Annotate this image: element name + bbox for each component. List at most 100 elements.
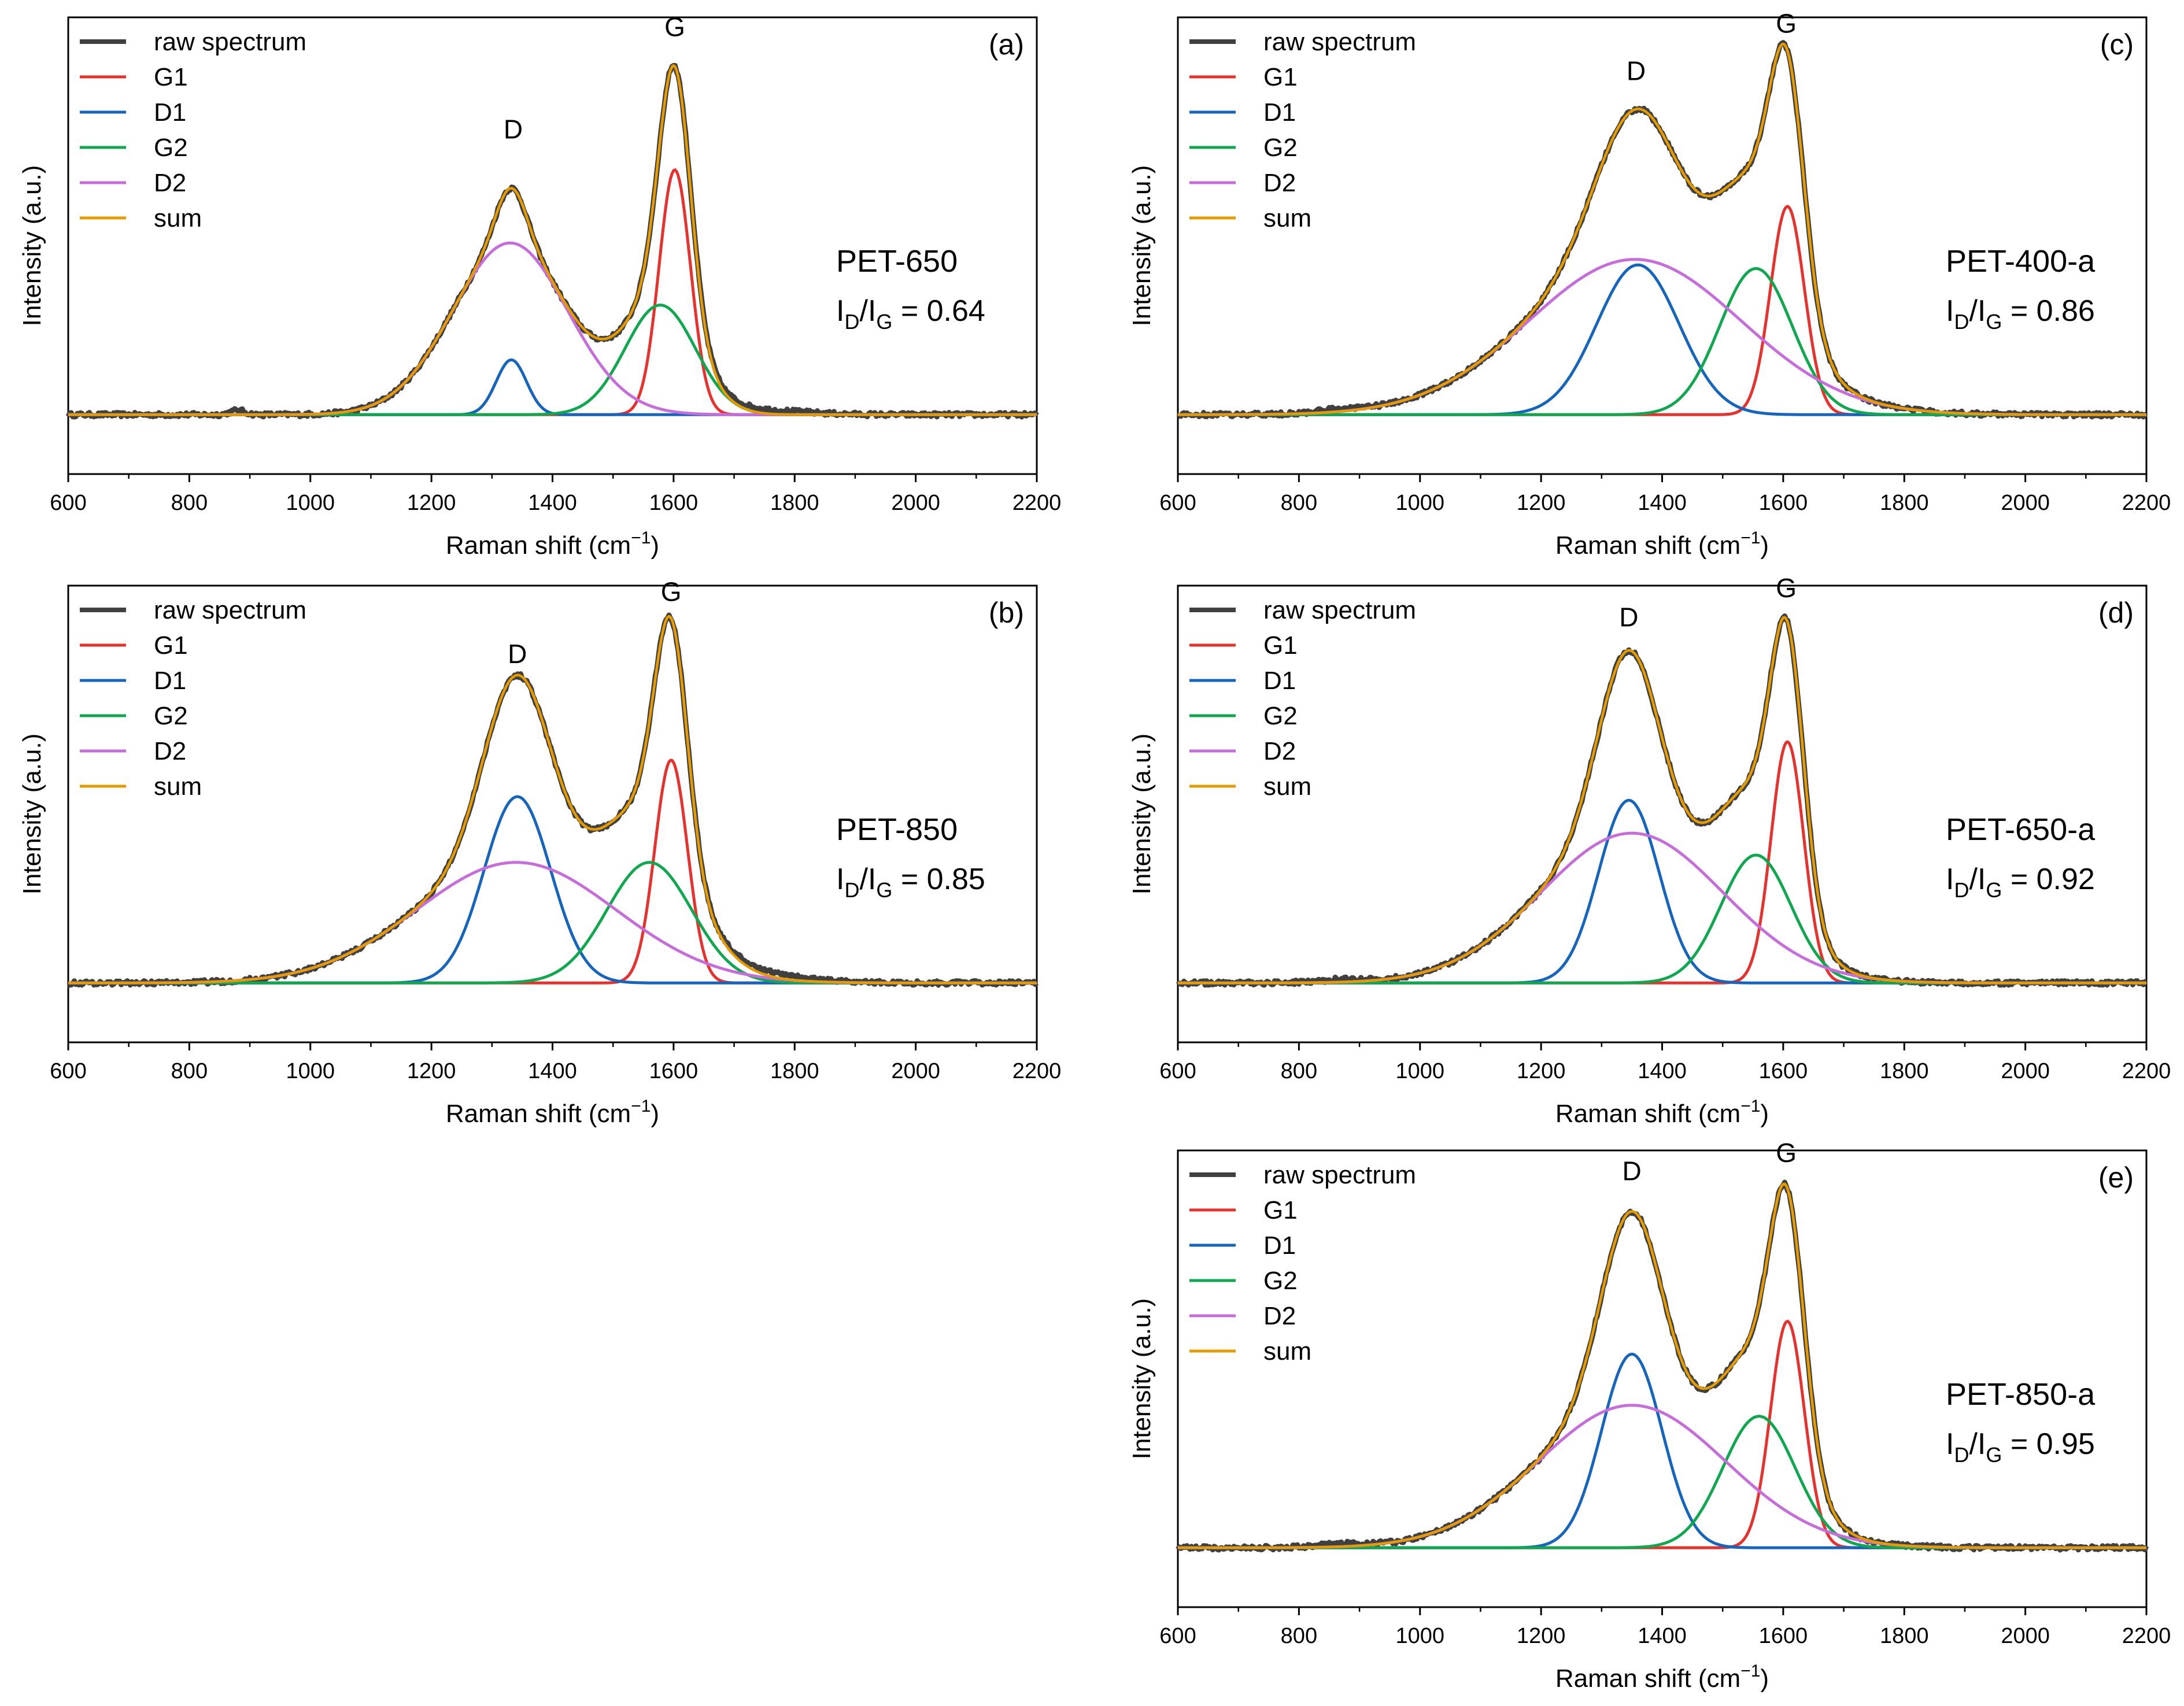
x-tick-label: 2000 [891, 491, 940, 515]
peak-label: D [504, 114, 523, 145]
panel-letter: (a) [989, 28, 1024, 61]
series-d1 [1178, 263, 2146, 416]
x-tick-label: 1600 [1759, 491, 1808, 515]
series-sum [1178, 1182, 2146, 1549]
peak-label: D [1623, 1156, 1642, 1186]
legend-label: D1 [1263, 1231, 1296, 1260]
series-d1 [68, 358, 1037, 416]
legend-label: raw spectrum [154, 28, 306, 56]
series-raw-spectrum [1177, 40, 2148, 420]
series-raw-spectrum [67, 612, 1039, 988]
x-axis-title: Raman shift (cm−1) [1555, 1661, 1769, 1693]
chart-panel: 600 800 1000 1200 1400 1600 1800 2000 2200 Raman … [1128, 1138, 2171, 1693]
x-tick-label: 1800 [1880, 1059, 1929, 1083]
peak-label: G [1776, 8, 1797, 38]
legend-label: G1 [154, 631, 188, 660]
legend-label: sum [154, 204, 202, 232]
x-tick-label: 1000 [286, 491, 335, 515]
x-axis-title: Raman shift (cm−1) [1555, 1097, 1769, 1128]
id-ig-ratio: ID/IG = 0.85 [836, 863, 985, 902]
x-tick-label: 1000 [1395, 491, 1444, 515]
id-ig-ratio: ID/IG = 0.92 [1946, 863, 2095, 902]
x-tick-label: 800 [1281, 491, 1317, 515]
legend-label: D2 [154, 169, 186, 197]
x-tick-label: 1200 [407, 491, 456, 515]
x-axis-title: Raman shift (cm−1) [446, 528, 659, 560]
peak-label: D [1619, 602, 1638, 632]
x-tick-label: 1400 [1638, 1059, 1687, 1083]
legend-label: sum [154, 772, 202, 801]
x-tick-label: 1400 [528, 491, 577, 515]
peak-label: D [1627, 56, 1646, 86]
x-tick-label: 1200 [1517, 1059, 1566, 1083]
legend-label: sum [1263, 1337, 1311, 1365]
chart-panel: 600 800 1000 1200 1400 1600 1800 2000 2200 Raman … [1128, 8, 2171, 560]
x-tick-label: 1000 [1395, 1059, 1444, 1083]
x-tick-label: 1400 [1638, 1624, 1687, 1648]
series-d2 [1178, 831, 2146, 985]
legend-label: G2 [154, 702, 188, 730]
series-g2 [1178, 853, 2146, 985]
panel-letter: (c) [2100, 28, 2134, 61]
legend-label: D2 [1263, 737, 1296, 765]
peak-label: D [508, 639, 527, 669]
x-tick-label: 2200 [2122, 1059, 2171, 1083]
sample-label: PET-850 [836, 812, 958, 847]
series-sum [68, 615, 1037, 985]
legend-label: D2 [154, 737, 186, 765]
x-tick-label: 1600 [1759, 1624, 1808, 1648]
legend-label: G1 [154, 63, 188, 91]
x-tick-label: 800 [1281, 1059, 1317, 1083]
x-tick-label: 600 [1159, 1059, 1196, 1083]
x-axis-title: Raman shift (cm−1) [446, 1097, 659, 1128]
legend-label: raw spectrum [1263, 1161, 1416, 1189]
x-tick-label: 800 [171, 491, 208, 515]
x-tick-label: 800 [171, 1059, 208, 1083]
sample-label: PET-850-a [1946, 1377, 2096, 1412]
x-tick-label: 1200 [1517, 1624, 1566, 1648]
legend-label: D1 [154, 98, 186, 127]
series-sum [68, 64, 1037, 416]
series-g1 [68, 168, 1037, 416]
x-tick-label: 2000 [2001, 491, 2050, 515]
x-tick-label: 2000 [2001, 1624, 2050, 1648]
x-tick-label: 2000 [2001, 1059, 2050, 1083]
panel-letter: (b) [989, 597, 1024, 629]
series-raw-spectrum [1176, 1179, 2149, 1553]
legend-label: G2 [1263, 134, 1298, 162]
y-axis-title: Intensity (a.u.) [1128, 165, 1156, 327]
x-tick-label: 600 [50, 1059, 86, 1083]
legend-label: sum [1263, 772, 1311, 801]
x-tick-label: 1600 [1759, 1059, 1808, 1083]
legend-label: G1 [1263, 63, 1298, 91]
legend-label: G2 [1263, 702, 1298, 730]
x-tick-label: 1200 [407, 1059, 456, 1083]
legend-label: sum [1263, 204, 1311, 232]
sample-label: PET-400-a [1946, 244, 2096, 279]
x-tick-label: 600 [1159, 1624, 1196, 1648]
x-tick-label: 2200 [2122, 491, 2171, 515]
legend-label: D1 [154, 667, 186, 695]
legend-label: D2 [1263, 1302, 1296, 1330]
x-tick-label: 2200 [1012, 1059, 1062, 1083]
sample-label: PET-650-a [1946, 812, 2096, 847]
x-tick-label: 1400 [1638, 491, 1687, 515]
panel-letter: (e) [2098, 1161, 2134, 1194]
x-tick-label: 1600 [649, 1059, 699, 1083]
legend-label: G1 [1263, 1196, 1298, 1224]
series-sum [1178, 616, 2146, 985]
legend-label: D2 [1263, 169, 1296, 197]
x-axis-title: Raman shift (cm−1) [1555, 528, 1769, 560]
legend-label: D1 [1263, 667, 1296, 695]
x-tick-label: 1600 [649, 491, 699, 515]
x-tick-label: 2200 [1012, 491, 1062, 515]
peak-label: G [661, 576, 682, 606]
series-sum [1178, 42, 2146, 416]
series-raw-spectrum [1176, 613, 2148, 988]
legend-label: G2 [154, 134, 188, 162]
sample-label: PET-650 [836, 244, 958, 279]
x-tick-label: 600 [50, 491, 86, 515]
y-axis-title: Intensity (a.u.) [1128, 1298, 1156, 1460]
x-tick-label: 800 [1281, 1624, 1317, 1648]
chart-panel: 600 800 1000 1200 1400 1600 1800 2000 2200 Raman … [1128, 573, 2171, 1128]
